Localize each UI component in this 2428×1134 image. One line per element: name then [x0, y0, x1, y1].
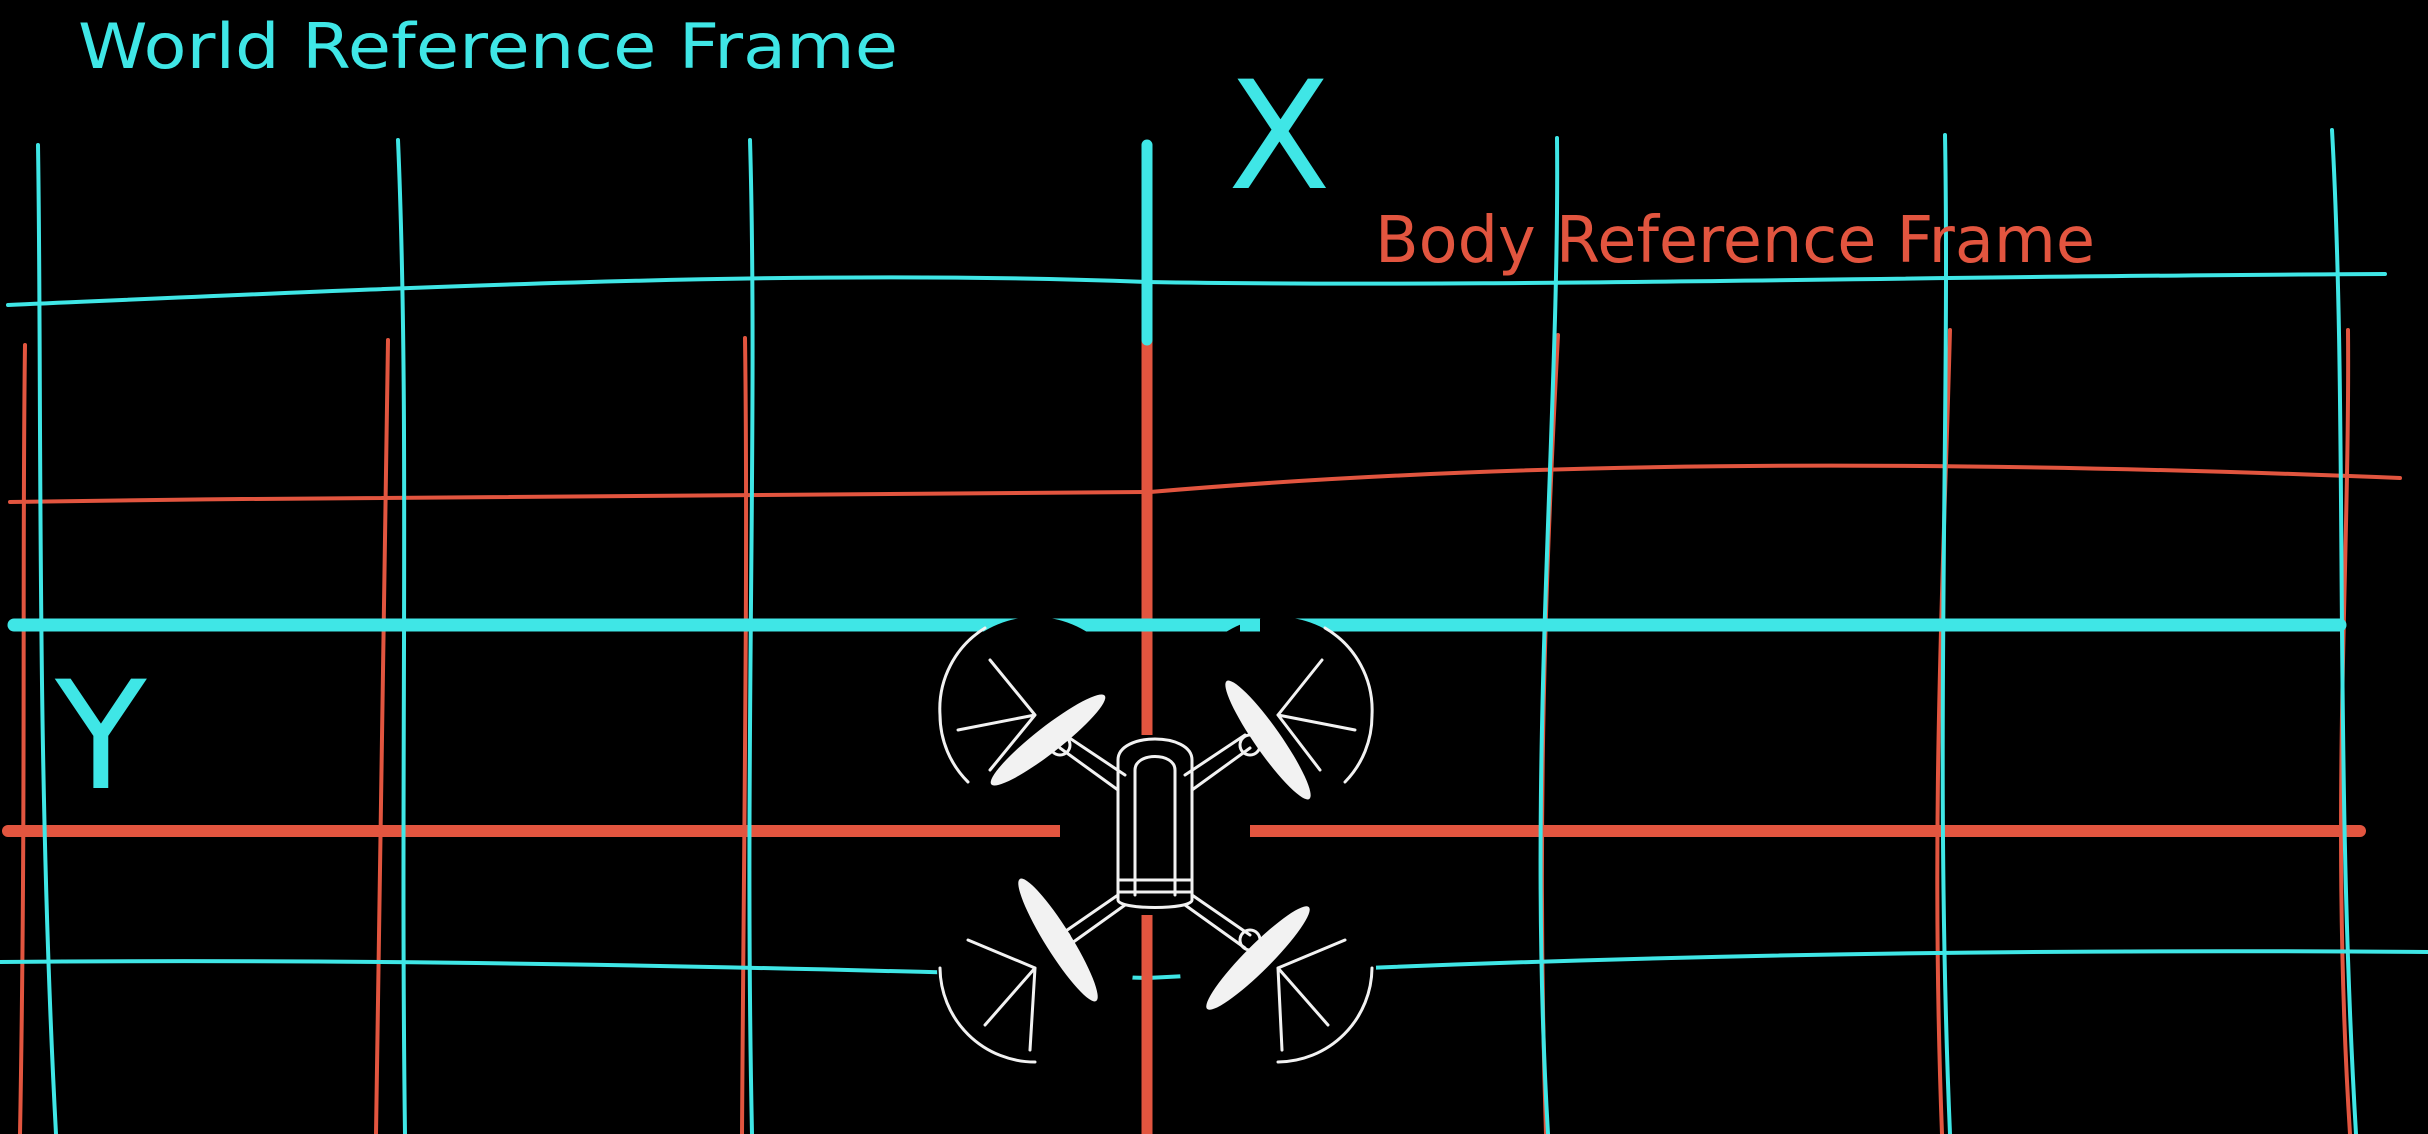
quadcopter-drone-icon	[937, 617, 1376, 1066]
body-frame-title: Body Reference Frame	[1375, 204, 2095, 278]
body-grid-vline-6	[1935, 328, 1952, 1134]
world-grid-vline-6	[1940, 133, 1952, 1134]
body-grid-vline-2	[374, 338, 390, 1134]
world-grid-vline-1	[36, 143, 58, 1134]
world-grid-vline-3	[747, 138, 755, 1134]
world-grid-vline-7	[2330, 128, 2358, 1134]
world-grid-hline-1	[6, 272, 2387, 307]
world-grid-vline-5	[1538, 136, 1560, 1134]
world-grid-vline-2	[396, 138, 407, 1134]
body-grid-hline-1	[8, 463, 2402, 504]
x-axis-label: X	[1228, 50, 1331, 224]
y-axis-label: Y	[54, 650, 147, 824]
body-grid-vline-1	[18, 343, 27, 1134]
world-frame-title: World Reference Frame	[78, 10, 898, 83]
body-grid-vline-3	[740, 336, 749, 1134]
